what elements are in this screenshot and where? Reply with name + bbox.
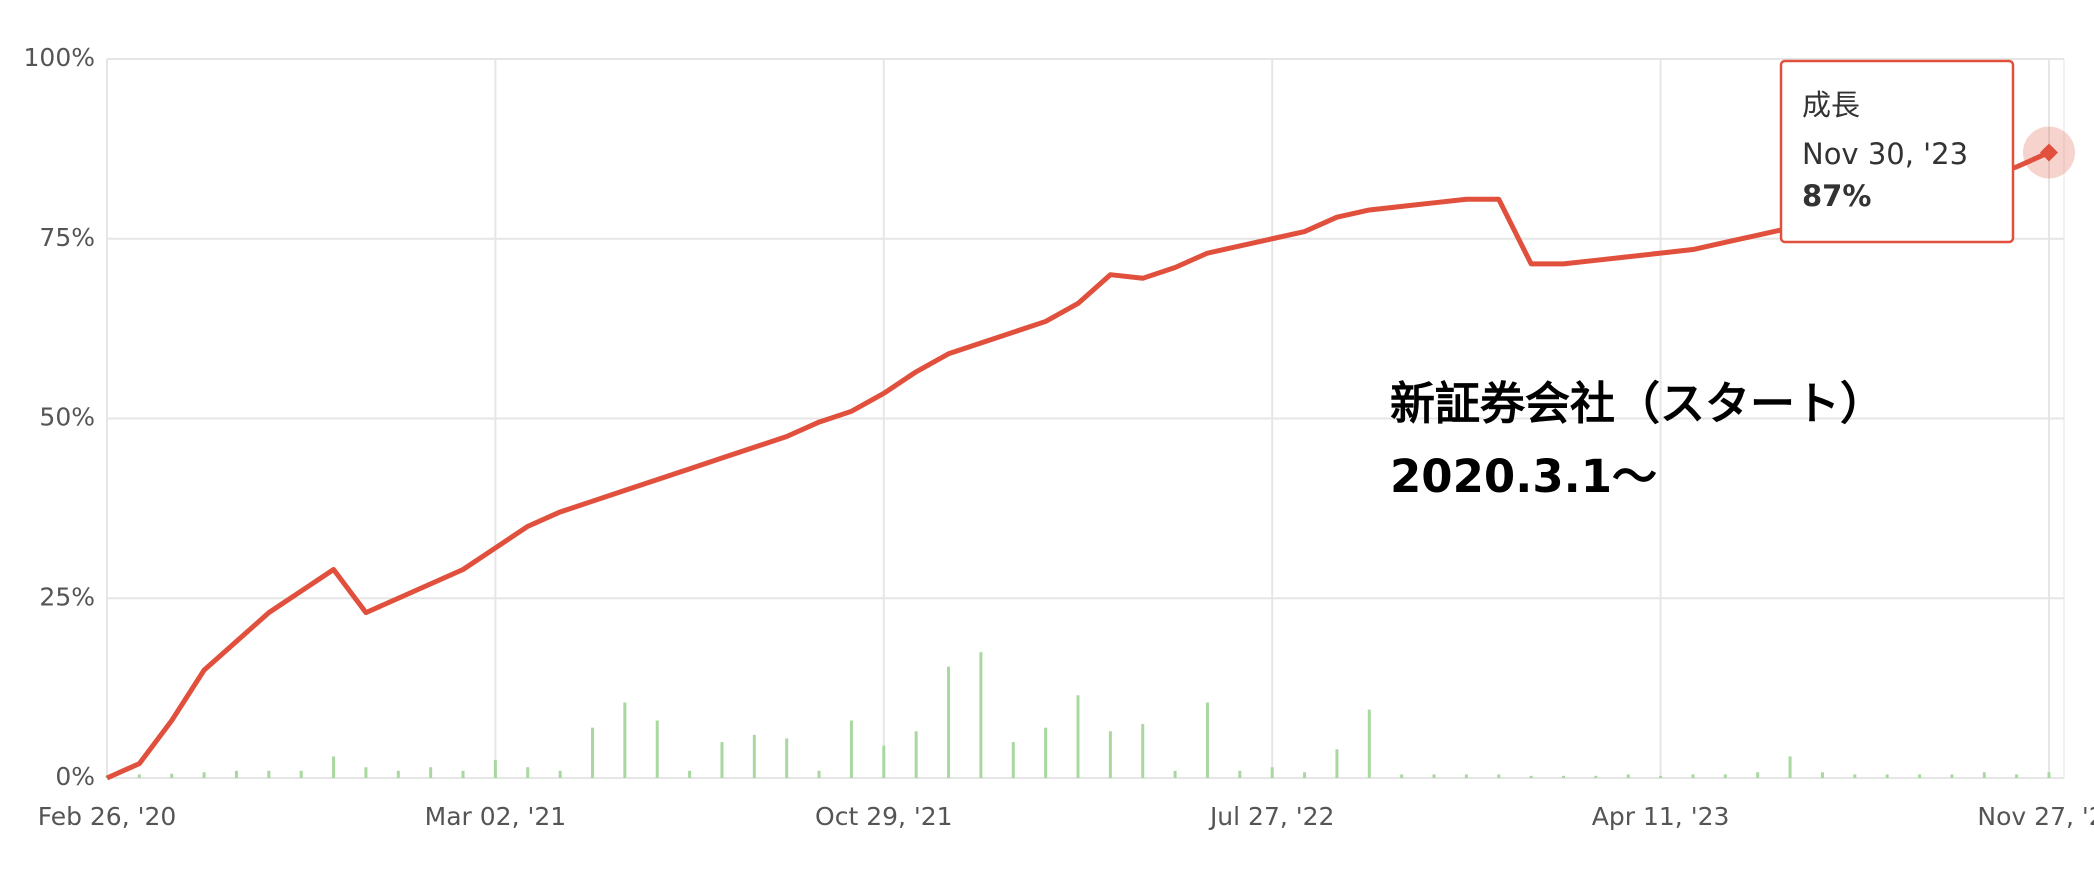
- bar: [947, 666, 951, 778]
- bar: [1950, 774, 1954, 778]
- annotation: 新証券会社（スタート）: [1390, 377, 1885, 430]
- bar: [1205, 702, 1209, 778]
- bar: [1464, 774, 1468, 778]
- x-tick-label: Feb 26, '20: [38, 802, 177, 831]
- bar: [1173, 770, 1177, 778]
- tooltip: 成長 Nov 30, '23 87%: [1779, 59, 2015, 244]
- bar: [429, 767, 433, 778]
- bar: [1270, 767, 1274, 778]
- bar: [752, 734, 756, 778]
- bar: [1788, 756, 1792, 778]
- bar: [526, 767, 530, 778]
- bar: [1238, 770, 1242, 778]
- annotation: 2020.3.1〜: [1390, 450, 1657, 503]
- tooltip-series: 成長: [1802, 88, 1860, 122]
- bar: [1011, 742, 1015, 778]
- bar: [1335, 749, 1339, 778]
- y-tick-label: 0%: [55, 762, 95, 791]
- bar: [720, 742, 724, 778]
- bar: [1044, 727, 1048, 778]
- bar: [1367, 709, 1371, 778]
- bar: [1756, 772, 1760, 778]
- bar: [623, 702, 627, 778]
- x-tick-label: Jul 27, '22: [1208, 802, 1335, 831]
- bar: [396, 770, 400, 778]
- bar: [137, 774, 141, 778]
- bar: [1529, 775, 1533, 778]
- bar: [1691, 774, 1695, 778]
- bar: [849, 720, 853, 778]
- bar: [299, 770, 303, 778]
- x-tick-label: Oct 29, '21: [815, 802, 953, 831]
- x-tick-label: Mar 02, '21: [425, 802, 567, 831]
- bar: [2015, 774, 2019, 778]
- bar: [1594, 775, 1598, 778]
- line: [105, 150, 2051, 781]
- bar: [1497, 774, 1501, 778]
- bar: [979, 652, 983, 778]
- x-tick-label: Nov 27, '23: [1977, 802, 2094, 831]
- y-tick-label: 25%: [39, 582, 95, 611]
- bar: [1141, 724, 1145, 778]
- x-tick-label: Apr 11, '23: [1592, 802, 1730, 831]
- bar: [1853, 774, 1857, 778]
- bar: [493, 760, 497, 778]
- bar: [170, 773, 174, 778]
- bar: [1562, 775, 1565, 778]
- bar: [2047, 772, 2051, 778]
- bar: [1885, 774, 1889, 778]
- y-tick-label: 75%: [39, 223, 95, 252]
- bar: [655, 720, 659, 778]
- bar: [202, 772, 206, 778]
- bar: [1659, 775, 1663, 778]
- tooltip-value: 87%: [1802, 179, 1871, 213]
- tooltip-date: Nov 30, '23: [1802, 137, 1968, 171]
- marks: [105, 126, 2075, 781]
- bar: [785, 738, 789, 778]
- bar: [1303, 772, 1307, 778]
- bar: [267, 770, 271, 778]
- bar: [1076, 695, 1080, 778]
- bar: [817, 770, 821, 778]
- bar: [1723, 774, 1727, 778]
- bar: [882, 745, 886, 778]
- highlight-point: [2040, 143, 2058, 162]
- y-tick-label: 100%: [24, 43, 95, 72]
- bar: [1400, 774, 1404, 778]
- bar: [914, 731, 918, 778]
- bar: [1108, 731, 1112, 778]
- bar: [1626, 774, 1630, 778]
- bar: [1820, 772, 1824, 778]
- bar: [1918, 774, 1922, 778]
- bar: [364, 767, 368, 778]
- bar: [332, 756, 336, 778]
- bar: [1432, 774, 1436, 778]
- bar: [1982, 772, 1986, 778]
- bar: [234, 770, 238, 778]
- y-tick-label: 50%: [39, 403, 95, 432]
- bar: [461, 770, 465, 778]
- tooltip-box: [1779, 59, 2015, 244]
- bar: [558, 770, 562, 778]
- bar: [591, 727, 594, 778]
- bar: [688, 770, 692, 778]
